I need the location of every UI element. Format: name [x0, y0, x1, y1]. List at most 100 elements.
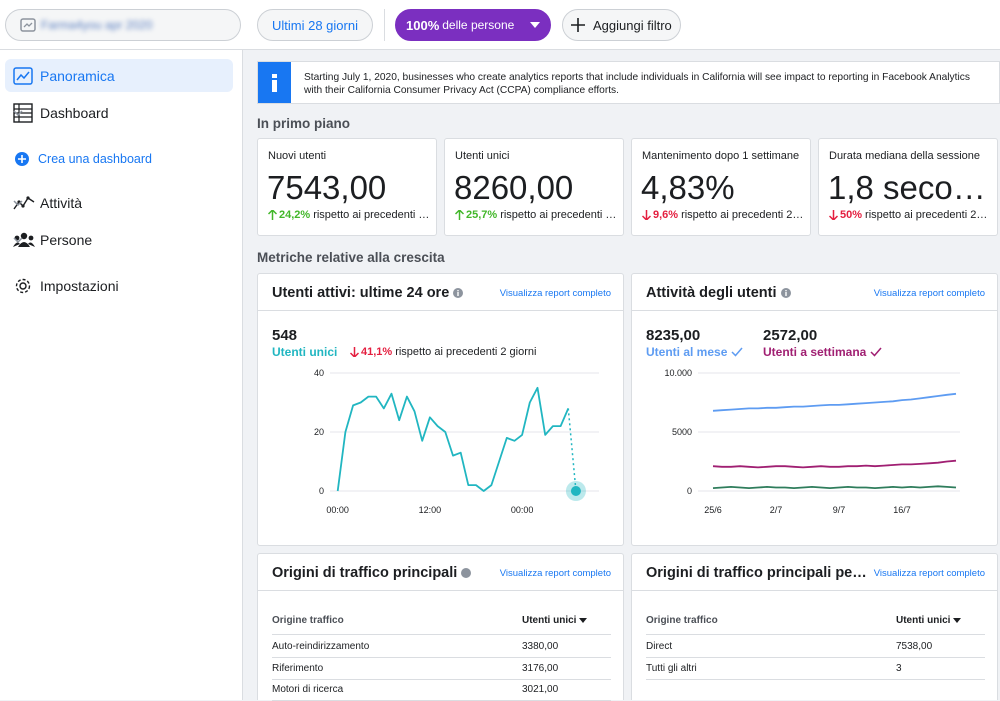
plus-icon [571, 18, 585, 32]
change-arrow [455, 210, 464, 220]
dropdown-icon [530, 22, 540, 28]
legend-entry[interactable]: Utenti a settimana [763, 345, 882, 359]
date-range[interactable]: Ultimi 28 giorni [257, 9, 373, 41]
arrow-path [350, 347, 359, 357]
chart: 0 20 40 00:00 12:00 00:00 [314, 368, 599, 515]
nav-label: Crea una dashboard [38, 151, 152, 166]
metric-value: 1,8 seco… [828, 169, 986, 206]
change-value: 41,1% [361, 346, 393, 358]
current-point [570, 486, 581, 496]
table-title: Origini di traffico principali pe… [646, 565, 867, 581]
change-arrow [350, 347, 359, 357]
column-header: Utenti unici [896, 615, 951, 626]
x-tick-label: 12:00 [419, 505, 442, 515]
sort-path [579, 618, 588, 623]
sort-icon [953, 618, 962, 623]
nav-icon [13, 66, 33, 85]
headline-label: Utenti unici [272, 345, 338, 359]
audience-filter[interactable]: 100% delle persone [395, 9, 551, 41]
notice-line: with their California Consumer Privacy A… [304, 85, 619, 96]
date-range-label: Ultimi 28 giorni [272, 17, 358, 33]
metric-label: Nuovi utenti [268, 150, 327, 162]
app-selector[interactable]: Farma4you apr 2020 [5, 9, 241, 41]
change-arrow [829, 210, 838, 220]
nav-item[interactable]: Attività [5, 186, 233, 219]
audience-label: delle persone [442, 18, 515, 32]
row-line [272, 634, 611, 635]
notice-icon-box [258, 62, 291, 103]
check-path [870, 347, 882, 357]
chart-title-row: Utenti attivi: ultime 24 ore [272, 285, 464, 301]
nav-item[interactable]: Dashboard [5, 96, 233, 129]
row-label: Tutti gli altri [646, 662, 697, 674]
row-line [272, 657, 611, 658]
comparison: rispetto ai precedenti 2… [681, 209, 804, 221]
headline-change: 41,1% rispetto ai precedenti 2 giorni [350, 346, 536, 358]
comparison: rispetto ai precedenti 2 giorni [395, 346, 537, 358]
nav-label: Panoramica [40, 67, 115, 84]
metric-value: 4,83% [641, 169, 735, 206]
info-circle [461, 568, 472, 578]
comparison: rispetto ai precedenti … [500, 209, 617, 221]
add-filter-label: Aggiungi filtro [593, 17, 672, 33]
row-value: 3021,00 [522, 684, 559, 695]
y-tick-label: 0 [319, 486, 324, 496]
section-title: In primo piano [257, 116, 350, 131]
metric-card: Utenti unici 8260,00 25,7% rispetto ai prec… [444, 138, 624, 236]
nav-label: Persone [40, 231, 93, 248]
nav-item[interactable]: Crea una dashboard [5, 142, 233, 175]
series-line [336, 386, 570, 492]
arrow-path [829, 210, 838, 220]
column-header-sort[interactable]: Utenti unici [522, 615, 588, 626]
header-divider [258, 310, 623, 311]
report-link[interactable]: Visualizza report completo [499, 568, 611, 579]
headline-value: 548 [272, 327, 298, 344]
change-arrow [268, 210, 277, 220]
header-divider [258, 590, 623, 591]
add-filter[interactable]: Aggiungi filtro [562, 9, 681, 41]
chart-title: Utenti attivi: ultime 24 ore [272, 285, 450, 301]
table-panel: Origini di traffico principali Visualizza… [257, 553, 624, 701]
row-label: Motori di ricerca [272, 684, 344, 695]
change-value: 25,7% [466, 209, 498, 221]
add-icon [15, 151, 29, 166]
arrow-path [268, 210, 277, 220]
metric-card: Durata mediana della sessione 1,8 seco… 50… [818, 138, 998, 236]
row-label: Riferimento [272, 662, 324, 674]
audience-percent: 100% [406, 17, 440, 33]
arrow-path [455, 210, 464, 220]
report-link[interactable]: Visualizza report completo [499, 288, 611, 299]
info-icon [453, 288, 464, 298]
series-line [712, 459, 957, 469]
series-line [712, 485, 957, 489]
chart: 0 5000 10.000 25/6 2/7 9/7 16/7 [664, 368, 960, 515]
y-tick-label: 20 [314, 427, 324, 437]
metric-label: Utenti unici [455, 150, 510, 162]
chevron [13, 109, 23, 116]
report-link[interactable]: Visualizza report completo [873, 568, 985, 579]
check-icon [870, 347, 882, 357]
table-title-row: Origini di traffico principali pe… [646, 565, 867, 581]
report-link[interactable]: Visualizza report completo [873, 288, 985, 299]
column-header-sort[interactable]: Utenti unici [896, 615, 962, 626]
legend-entry[interactable]: Utenti al mese [646, 345, 743, 359]
arrow-path [642, 210, 651, 220]
metric-card: Mantenimento dopo 1 settimane 4,83% 9,6% ri… [631, 138, 811, 236]
nav-item[interactable]: Impostazioni [5, 269, 233, 302]
info-icon [461, 568, 472, 578]
info-icon [272, 74, 277, 92]
nav-icon [15, 278, 31, 293]
info-icon [780, 288, 791, 298]
table-title: Origini di traffico principali [272, 565, 458, 581]
check-path [731, 347, 743, 357]
metric-label: Mantenimento dopo 1 settimane [642, 150, 800, 162]
notice: Starting July 1, 2020, businesses who cr… [257, 61, 1000, 104]
table-panel: Origini di traffico principali pe… Visual… [631, 553, 998, 700]
comparison: rispetto ai precedenti 2… [865, 209, 988, 221]
nav-item[interactable]: Panoramica [5, 59, 233, 92]
x-tick-label: 00:00 [511, 505, 534, 515]
divider [384, 9, 385, 41]
incomplete-segment [567, 408, 577, 492]
nav-item[interactable]: Persone [5, 223, 233, 256]
